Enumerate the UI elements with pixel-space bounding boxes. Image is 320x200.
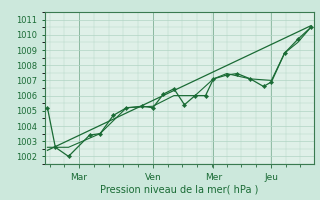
X-axis label: Pression niveau de la mer( hPa ): Pression niveau de la mer( hPa )	[100, 185, 258, 195]
